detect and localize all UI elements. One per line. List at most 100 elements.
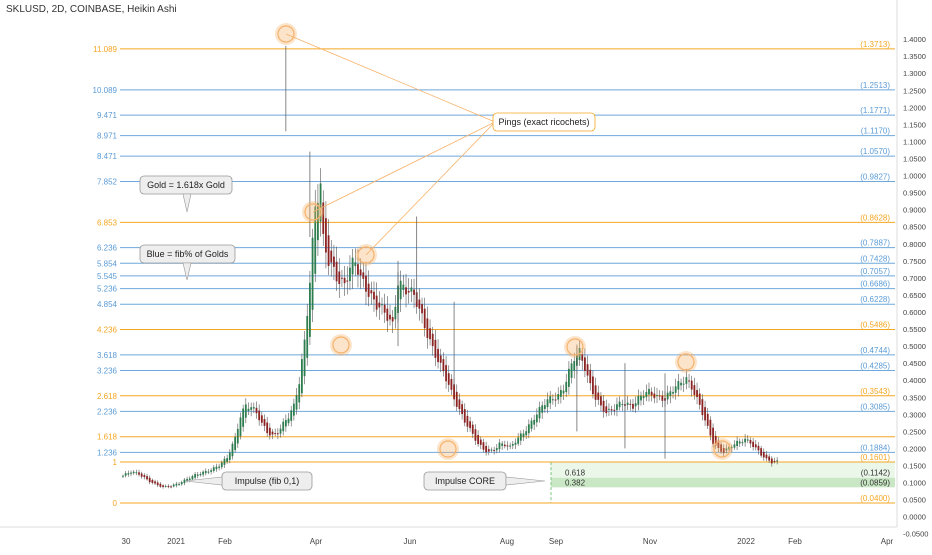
y-tick-label: 1.4000 bbox=[903, 35, 926, 44]
candle-body bbox=[720, 444, 722, 452]
candle-body bbox=[151, 479, 154, 483]
impulse-core-callout-text: Impulse CORE bbox=[435, 476, 495, 486]
candle-body bbox=[650, 391, 653, 396]
candle-body bbox=[130, 472, 132, 474]
fib-price-label: (0.4744) bbox=[860, 346, 890, 355]
fib-label: 11.089 bbox=[93, 45, 117, 54]
y-tick-label: 0.8500 bbox=[903, 223, 926, 232]
candle-body bbox=[453, 384, 455, 400]
ping-ring bbox=[566, 338, 584, 356]
impulse-callout-text: Impulse (fib 0,1) bbox=[235, 476, 300, 486]
candle-body bbox=[509, 445, 512, 447]
fib-label: 1.236 bbox=[97, 448, 118, 457]
candle-body bbox=[399, 280, 402, 300]
fib-label: 2.236 bbox=[97, 407, 118, 416]
candle-body bbox=[162, 485, 164, 487]
fib-label: 1 bbox=[113, 458, 118, 467]
candle-body bbox=[429, 328, 431, 340]
y-tick-label: 0.1500 bbox=[903, 461, 926, 470]
y-tick-label: 1.2500 bbox=[903, 86, 926, 95]
pings-callout-box bbox=[492, 112, 596, 132]
candle-body bbox=[656, 395, 658, 397]
candle-body bbox=[239, 417, 242, 437]
x-tick-label: Feb bbox=[788, 537, 802, 546]
candle-body bbox=[255, 407, 258, 414]
y-tick-label: 0.6500 bbox=[903, 291, 926, 300]
candle-body bbox=[258, 410, 261, 421]
fib-label: 6.853 bbox=[97, 218, 118, 227]
candle-body bbox=[287, 418, 290, 424]
candle-body bbox=[154, 481, 156, 484]
candle-body bbox=[207, 471, 210, 473]
blue-note-pointer bbox=[182, 262, 192, 281]
candle-body bbox=[309, 282, 311, 337]
fib-price-label: (0.0400) bbox=[860, 494, 890, 503]
candle-body bbox=[696, 390, 698, 398]
candle-body bbox=[469, 421, 471, 429]
candle-body bbox=[592, 376, 594, 395]
core-label-0618: 0.618 bbox=[565, 469, 586, 478]
candle-body bbox=[244, 404, 247, 418]
candle-body bbox=[378, 302, 381, 308]
candle-body bbox=[640, 395, 642, 401]
candle-body bbox=[661, 395, 664, 401]
candle-body bbox=[292, 403, 295, 416]
fib-price-label: (1.0570) bbox=[860, 147, 890, 156]
candle-body bbox=[335, 261, 338, 282]
candle-body bbox=[688, 380, 690, 382]
candle-body bbox=[754, 444, 757, 448]
x-tick-label: Feb bbox=[218, 537, 232, 546]
candle-body bbox=[527, 424, 530, 434]
candle-body bbox=[279, 428, 282, 434]
candle-body bbox=[199, 474, 202, 476]
candle-body bbox=[565, 381, 568, 393]
candle-body bbox=[543, 405, 546, 410]
candle-body bbox=[303, 339, 306, 377]
blue-note-callout-text: Blue = fib% of Golds bbox=[147, 249, 229, 259]
candle-body bbox=[712, 427, 714, 445]
candle-body bbox=[357, 264, 359, 275]
candle-body bbox=[765, 454, 768, 459]
candle-body bbox=[346, 280, 349, 282]
candle-body bbox=[135, 472, 138, 474]
candle-body bbox=[533, 419, 536, 425]
candle-body bbox=[290, 410, 293, 421]
candle-body bbox=[522, 433, 525, 438]
fib-price-label: (0.6686) bbox=[860, 280, 890, 289]
candle-body bbox=[461, 404, 463, 415]
ping-ring bbox=[357, 246, 375, 264]
fib-label: 8.971 bbox=[97, 132, 118, 141]
candle-body bbox=[231, 443, 234, 457]
fib-price-label: (0.6228) bbox=[860, 295, 890, 304]
candle-body bbox=[541, 405, 544, 413]
candle-body bbox=[156, 482, 159, 486]
candle-body bbox=[717, 440, 720, 449]
candle-body bbox=[682, 383, 685, 385]
candle-body bbox=[594, 385, 597, 400]
ping-ring bbox=[304, 203, 322, 221]
y-tick-label: 1.1000 bbox=[903, 137, 926, 146]
candle-body bbox=[674, 386, 677, 393]
fib-label: 6.236 bbox=[97, 244, 118, 253]
candle-body bbox=[314, 206, 317, 274]
candle-body bbox=[573, 360, 576, 371]
impulse-pointer bbox=[184, 476, 223, 486]
candle-body bbox=[434, 339, 437, 358]
candle-body bbox=[733, 444, 736, 448]
impulse-callout: Impulse (fib 0,1) bbox=[221, 471, 313, 491]
ping-connector bbox=[365, 121, 496, 256]
candle-body bbox=[338, 271, 341, 285]
candle-body bbox=[447, 373, 450, 385]
candle-body bbox=[605, 406, 608, 414]
candle-body bbox=[485, 445, 488, 453]
candle-body bbox=[220, 462, 223, 468]
candle-body bbox=[437, 348, 439, 363]
candle-body bbox=[632, 403, 634, 409]
candle-body bbox=[677, 381, 680, 390]
candle-body bbox=[191, 476, 194, 480]
y-tick-label: 0.0000 bbox=[903, 513, 926, 522]
y-tick-label: 0.5500 bbox=[903, 325, 926, 334]
candle-body bbox=[690, 380, 693, 390]
candle-body bbox=[757, 445, 760, 451]
candle-body bbox=[319, 183, 322, 222]
